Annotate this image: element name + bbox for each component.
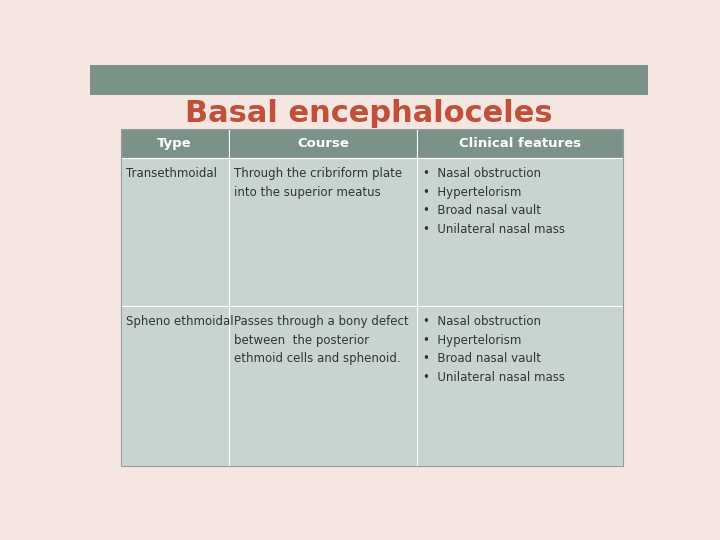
Bar (417, 129, 623, 158)
Bar (229, 306, 417, 466)
Text: Course: Course (297, 137, 348, 150)
Bar (121, 158, 229, 306)
Text: Clinical features: Clinical features (459, 137, 581, 150)
Text: Spheno ethmoidal: Spheno ethmoidal (126, 315, 234, 328)
Text: •  Nasal obstruction
•  Hypertelorism
•  Broad nasal vault
•  Unilateral nasal m: • Nasal obstruction • Hypertelorism • Br… (423, 167, 564, 235)
Text: Passes through a bony defect
between  the posterior
ethmoid cells and sphenoid.: Passes through a bony defect between the… (234, 315, 409, 365)
Text: Type: Type (158, 137, 192, 150)
Text: Basal encephaloceles: Basal encephaloceles (185, 99, 553, 128)
Bar (229, 158, 417, 306)
Bar (229, 129, 417, 158)
Text: Through the cribriform plate
into the superior meatus: Through the cribriform plate into the su… (234, 167, 402, 199)
Bar (121, 129, 229, 158)
Bar (417, 158, 623, 306)
Bar (90, 65, 648, 94)
Bar (121, 306, 229, 466)
Bar (417, 306, 623, 466)
Bar (121, 129, 623, 466)
Text: •  Nasal obstruction
•  Hypertelorism
•  Broad nasal vault
•  Unilateral nasal m: • Nasal obstruction • Hypertelorism • Br… (423, 315, 564, 384)
Text: Transethmoidal: Transethmoidal (126, 167, 217, 180)
